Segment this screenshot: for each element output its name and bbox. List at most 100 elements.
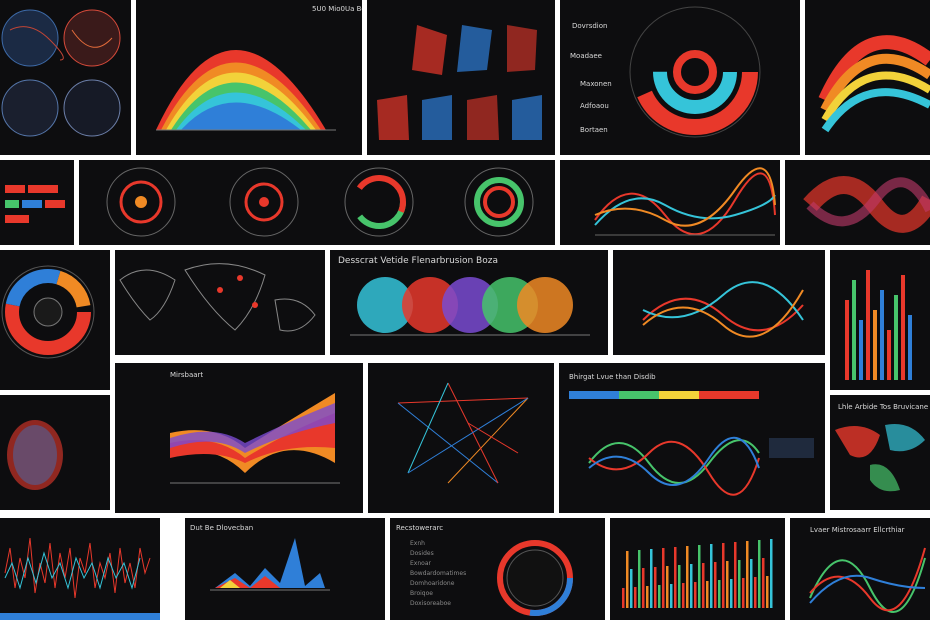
dense-bar [678,565,681,608]
network-web-graphic [397,382,529,484]
dense-bar [722,543,725,608]
panel-dense-bars [610,518,785,620]
dense-bar [642,568,645,608]
panel-peak-chart: Dut Be Dlovecban [185,518,385,620]
bar-stack-chart [845,270,912,380]
ring-gauge-graphic [497,540,573,616]
panel-4-title: Dovrsdion [572,22,608,30]
panel-18-item-2: Exnoar [410,560,431,567]
panel-multi-wave [613,250,825,355]
world-bubbles-graphic [835,424,925,492]
dense-bar [746,541,749,608]
panel-18-item-3: Bowdardomatimes [410,570,467,577]
dense-bar [754,577,757,608]
dense-bar [738,560,741,608]
panel-ribbon-waves [785,160,930,245]
dense-bar [662,548,665,608]
dense-bar [714,562,717,608]
panel-color-bumps: Desscrat Vetide Flenarbrusion Boza [330,250,608,355]
panel-wave-lines [560,160,780,245]
panel-network-blobs [367,0,555,155]
dense-bar [686,546,689,608]
panel-ring-gauge: Recstowerarc Exnh Dosides Exnoar Bowdard… [390,518,605,620]
dense-bar [702,563,705,608]
panel-petal-orbs [0,395,110,510]
panel-bar-stack [830,250,930,390]
panel-radial-gauge [0,250,110,390]
world-map-graphic [119,263,316,332]
panel-area-stack: Mirsbaart [115,363,363,513]
ribbon-waves-graphic [803,176,930,233]
panel-12-title: Mirsbaart [170,371,204,379]
wave-lines-chart [594,167,776,236]
dense-bar [638,550,641,608]
panel-4-label-3: Adfoaou [580,102,609,110]
dense-bars-group [622,539,773,608]
dense-bars-chart [622,539,773,608]
flow-ribbons-graphic [818,35,930,133]
panel-20-title: Lvaer Mistrosaarr Ellcrthiar [810,526,905,534]
dense-bar [622,588,625,608]
dense-bar [750,559,753,608]
panel-4-label-1: Moadaee [570,52,602,60]
dense-bar [726,561,729,608]
panel-line-curves: Lvaer Mistrosaarr Ellcrthiar [790,518,930,620]
dense-bar [694,582,697,608]
stacked-wave-chart [156,50,336,131]
dense-bar [762,558,765,608]
dashboard-waves-chart [569,391,814,496]
radial-ring-chart [629,6,761,138]
panel-2-header: 5U0 Mio0Ua Bou [312,5,362,13]
panel-flow-ribbons [805,0,930,155]
panel-radial-ring: Dovrsdion Moadaee Maxonen Adfoaou Bortae… [560,0,800,155]
petal-orbs-graphic [7,420,63,490]
panel-network-web [368,363,554,513]
panel-17-title: Dut Be Dlovecban [190,524,254,532]
line-curves-chart [809,547,926,613]
dense-bar [646,586,649,608]
panel-world-map [115,250,325,355]
dense-bar [630,569,633,608]
color-bumps-chart [350,277,590,336]
peak-area-chart [210,538,330,591]
dense-bar [742,578,745,608]
radial-gauge-chart [1,265,95,359]
panel-15-title: Lhle Arbide Tos Bruvicane [838,403,929,411]
dense-bar [766,576,769,608]
panel-18-title: Recstowerarc [396,524,444,532]
dense-bar [770,539,773,608]
spectrum-bars-chart [0,537,160,620]
network-blobs-graphic [377,25,542,140]
dense-bar [674,547,677,608]
dense-bar [654,567,657,608]
dense-bar [634,587,637,608]
panel-stacked-wave: 5U0 Mio0Ua Bou [136,0,362,155]
dense-bar [710,544,713,608]
dense-bar [718,580,721,608]
dense-bar [666,566,669,608]
panel-spectrum-bars [0,518,160,620]
dense-bar [626,551,629,608]
panel-color-blocks [0,160,74,245]
color-blocks-graphic [5,185,65,223]
dense-bar [682,583,685,608]
panel-4-label-2: Maxonen [580,80,612,88]
dense-bar [670,584,673,608]
panel-4-label-4: Bortaen [580,126,608,134]
dense-bar [650,549,653,608]
dense-bar [758,540,761,608]
panel-18-item-5: Broiqoe [410,590,433,597]
dense-bar [658,585,661,608]
panel-world-bubbles: Lhle Arbide Tos Bruvicane [830,395,930,510]
dense-bar [706,581,709,608]
panel-dashboard-waves: Bhirgat Lvue than Disdib [559,363,825,513]
panel-target-rings [79,160,555,245]
target-rings-graphic [106,167,534,237]
area-stack-chart [170,393,340,484]
panel-14-title: Bhirgat Lvue than Disdib [569,373,656,381]
dense-bar [730,579,733,608]
dense-bar [690,564,693,608]
multi-wave-chart [642,281,804,338]
panel-18-item-4: Domhoaridone [410,580,455,587]
panel-18-item-0: Exnh [410,540,425,547]
